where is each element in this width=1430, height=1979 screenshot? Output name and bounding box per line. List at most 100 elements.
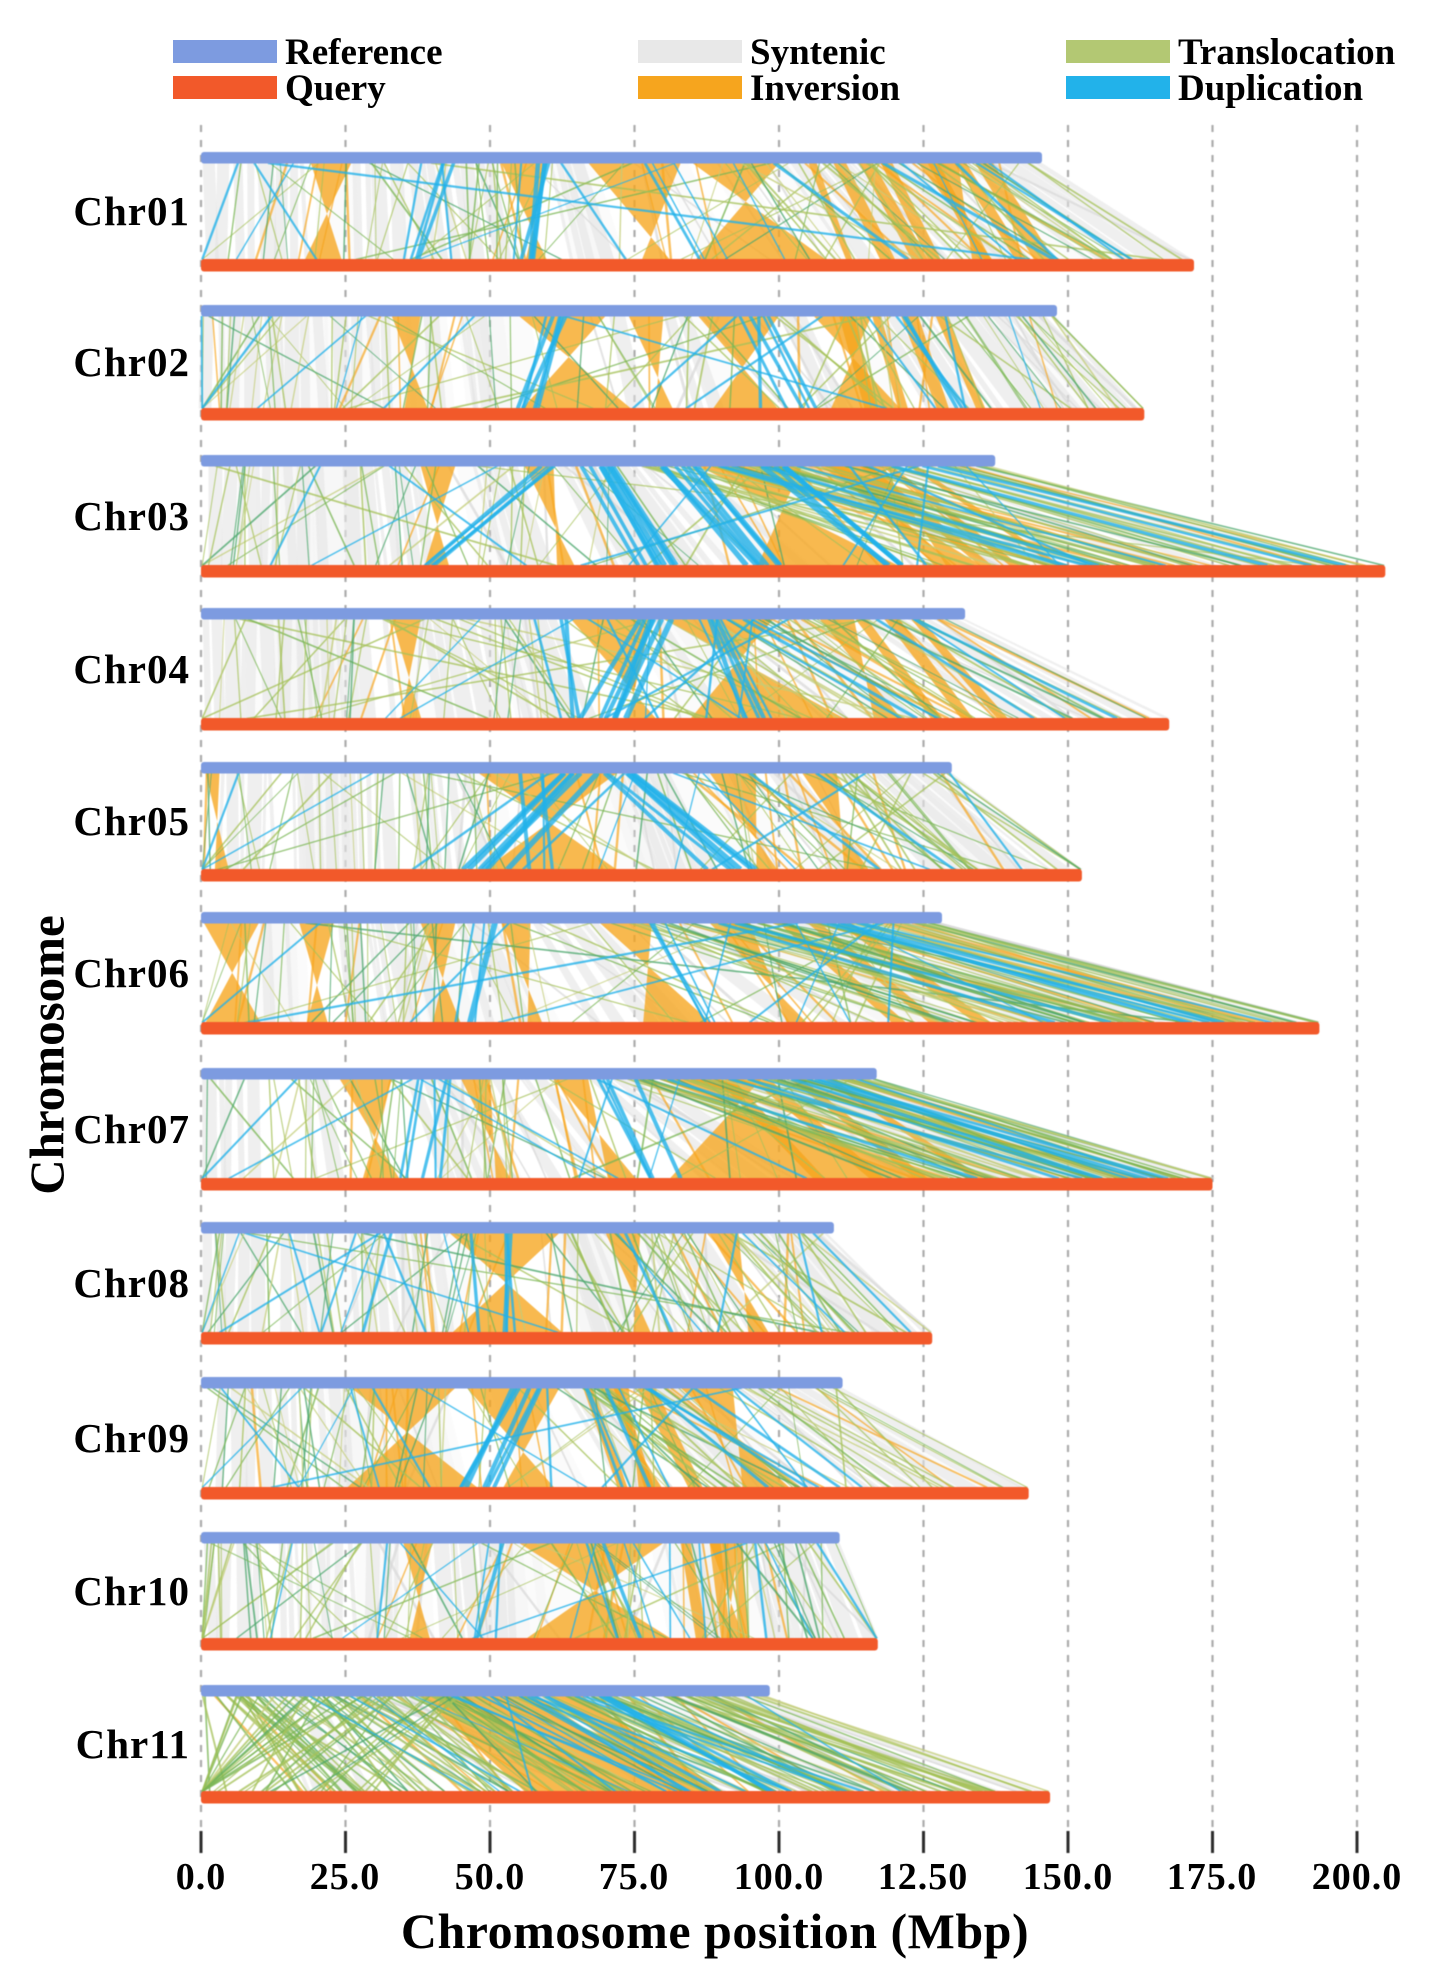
syntenic-ribbon xyxy=(1017,316,1107,409)
translocation-line xyxy=(735,1542,740,1639)
duplication-line xyxy=(578,617,643,720)
duplication-line xyxy=(201,772,240,870)
translocation-line xyxy=(304,618,319,719)
reference-bar-chr11 xyxy=(201,1685,770,1697)
syntenic-ribbon xyxy=(547,619,598,719)
translocation-line xyxy=(314,1078,569,1180)
duplication-line xyxy=(411,772,550,871)
translocation-line xyxy=(801,922,890,1023)
translocation-line xyxy=(597,315,655,409)
translocation-line xyxy=(794,465,1121,567)
translocation-line xyxy=(343,162,347,260)
chr-label-chr02: Chr02 xyxy=(73,339,190,385)
inversion-line xyxy=(690,1387,747,1488)
translocation-line xyxy=(214,1232,223,1333)
translocation-line xyxy=(243,922,592,1024)
translocation-line xyxy=(406,772,436,870)
syntenic-ribbon xyxy=(777,1543,829,1639)
translocation-line xyxy=(946,772,1082,871)
syntenic-ribbon xyxy=(374,773,381,870)
translocation-line xyxy=(593,1387,607,1488)
syntenic-ribbon xyxy=(796,1543,842,1639)
translocation-line xyxy=(686,1232,755,1333)
translocation-line xyxy=(358,1695,539,1793)
duplication-line xyxy=(762,315,811,410)
inversion-line xyxy=(365,1078,392,1179)
translocation-line xyxy=(351,922,356,1023)
translocation-line xyxy=(651,315,689,409)
syntenic-ribbon-soft xyxy=(577,773,649,870)
duplication-line xyxy=(716,1232,738,1333)
translocation-line xyxy=(572,1695,831,1793)
inversion-ribbon xyxy=(518,316,631,409)
translocation-line xyxy=(551,1695,766,1793)
translocation-line xyxy=(466,1078,484,1179)
translocation-line xyxy=(758,1387,890,1489)
duplication-line xyxy=(471,1542,748,1640)
translocation-line xyxy=(407,162,500,260)
duplication-line xyxy=(247,921,799,1024)
translocation-line xyxy=(460,772,511,870)
x-tick-50: 50.0 xyxy=(454,1856,526,1898)
translocation-line xyxy=(849,315,945,409)
translocation-line xyxy=(747,772,819,870)
translocation-line xyxy=(494,618,498,719)
translocation-line xyxy=(235,465,262,566)
syntenic-ribbon xyxy=(292,773,297,870)
duplication-line xyxy=(632,1542,691,1639)
duplication-line xyxy=(630,1695,841,1793)
duplication-line xyxy=(668,1542,672,1639)
translocation-line xyxy=(815,1387,1002,1488)
syntenic-ribbon xyxy=(312,316,329,409)
translocation-line xyxy=(389,1078,469,1180)
syntenic-ribbon xyxy=(743,1388,881,1488)
translocation-line xyxy=(765,162,842,260)
translocation-line xyxy=(487,1078,506,1179)
translocation-line xyxy=(445,1695,537,1793)
duplication-line xyxy=(598,772,636,870)
duplication-line xyxy=(201,1078,298,1180)
translocation-line xyxy=(703,1542,816,1639)
translocation-line xyxy=(747,162,837,261)
translocation-line xyxy=(534,1078,571,1179)
duplication-line xyxy=(674,772,700,870)
translocation-line xyxy=(557,772,600,870)
translocation-line xyxy=(367,1232,381,1333)
translocation-line xyxy=(235,618,282,719)
syntenic-ribbon xyxy=(825,1388,1023,1488)
syntenic-ribbon xyxy=(787,1233,892,1333)
duplication-line xyxy=(680,464,765,567)
translocation-line xyxy=(261,1232,282,1333)
syntenic-ribbon xyxy=(940,316,1029,409)
translocation-line xyxy=(452,618,501,719)
translocation-line xyxy=(394,465,403,566)
translocation-line xyxy=(764,1542,833,1639)
inversion-ribbon xyxy=(833,163,896,260)
syntenic-ribbon xyxy=(340,773,359,870)
translocation-line xyxy=(275,618,285,719)
duplication-line xyxy=(948,772,1023,871)
translocation-line xyxy=(372,1695,447,1793)
translocation-line xyxy=(719,1387,892,1489)
translocation-line xyxy=(748,1387,914,1489)
translocation-line xyxy=(370,162,443,261)
translocation-line xyxy=(201,1695,276,1793)
translocation-line xyxy=(468,1695,647,1793)
translocation-line xyxy=(229,465,244,566)
translocation-line xyxy=(545,1232,625,1333)
translocation-line xyxy=(576,1542,608,1639)
duplication-line xyxy=(628,465,712,567)
translocation-line xyxy=(359,465,367,566)
translocation-line xyxy=(402,315,423,409)
translocation-line xyxy=(303,1387,422,1489)
syntenic-ribbon xyxy=(245,773,263,870)
syntenic-ribbon xyxy=(390,163,408,260)
duplication-line xyxy=(497,922,884,1024)
translocation-line xyxy=(500,618,512,719)
translocation-line xyxy=(201,1542,213,1639)
syntenic-ribbon xyxy=(237,1233,251,1333)
duplication-line xyxy=(587,618,742,720)
syntenic-ribbon xyxy=(1029,316,1131,409)
translocation-line xyxy=(903,922,1280,1024)
translocation-line xyxy=(374,772,379,870)
